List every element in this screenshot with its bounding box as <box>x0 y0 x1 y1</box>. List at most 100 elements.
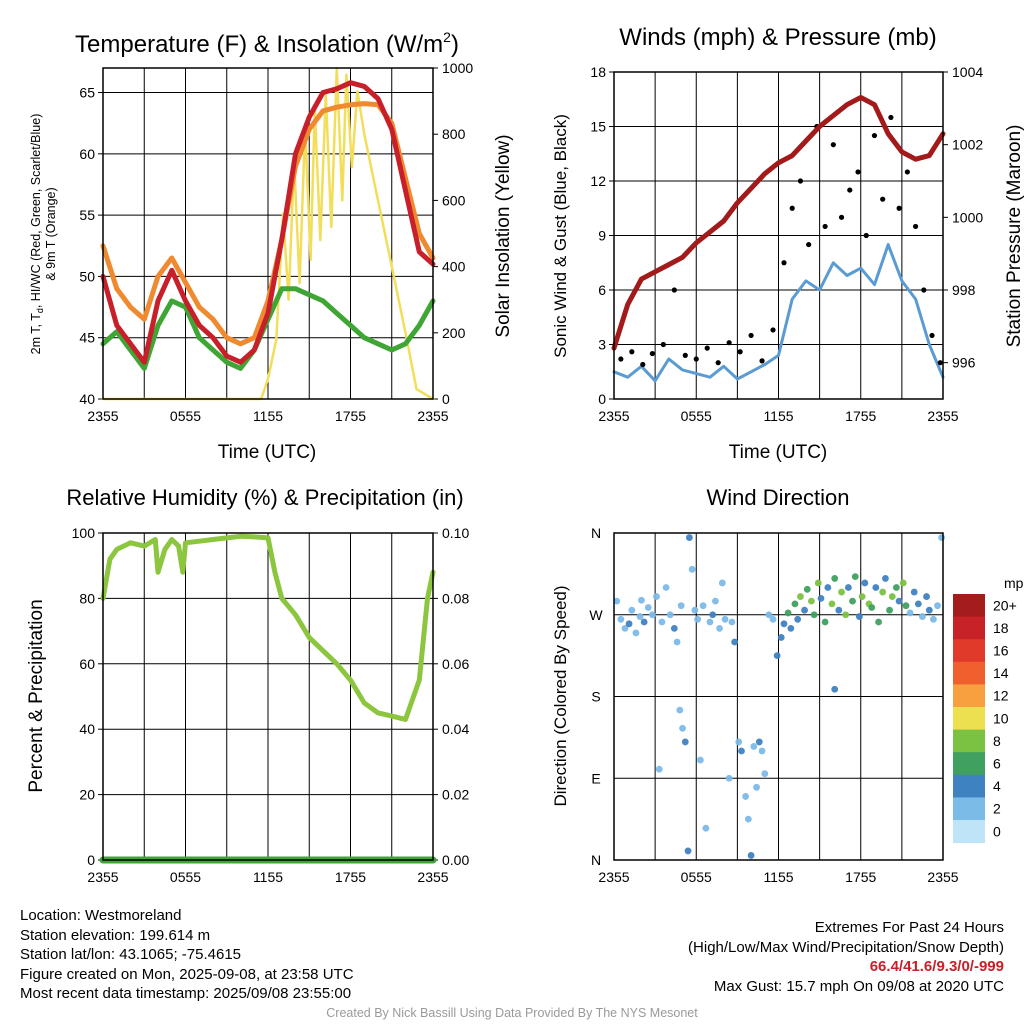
direction-point <box>655 765 663 773</box>
temperature-right-label: Solar Insolation (Yellow) <box>493 134 514 337</box>
legend-swatch <box>953 661 985 685</box>
x-tick-label: 2355 <box>598 408 629 424</box>
x-tick-label: 1755 <box>845 408 876 424</box>
legend-label: 16 <box>993 643 1009 659</box>
credit-text: Created By Nick Bassill Using Data Provi… <box>326 1006 698 1020</box>
created-text: Figure created on Mon, 2025-09-08, at 23… <box>20 965 354 983</box>
direction-point <box>644 604 652 611</box>
gust-point <box>838 214 845 220</box>
y2-tick-label: 1002 <box>952 137 983 153</box>
direction-tick-label: N <box>591 525 601 541</box>
direction-point <box>761 770 769 778</box>
direction-point <box>861 579 869 587</box>
direction-point <box>699 602 707 610</box>
gust-point <box>863 232 869 239</box>
humidity-plot: 2355 0555 1155 1755 23550204060801000.000.02… <box>72 525 470 885</box>
direction-point <box>628 606 636 614</box>
y-tick-label: 45 <box>79 330 95 346</box>
gust-point <box>871 132 878 139</box>
x-tick-label: 0555 <box>170 869 201 885</box>
direction-point <box>638 596 645 604</box>
legend-label: 4 <box>993 778 1001 794</box>
direction-point <box>613 597 621 605</box>
direction-point <box>755 738 763 746</box>
legend-swatch <box>953 684 985 708</box>
direction-point <box>849 597 856 605</box>
direction-point <box>742 793 749 800</box>
gust-point <box>880 196 886 202</box>
direction-point <box>753 783 760 791</box>
direction-point <box>784 609 792 617</box>
direction-point <box>709 611 717 619</box>
x-tick-label: 2355 <box>87 869 118 885</box>
gust-point <box>704 345 710 351</box>
y2-tick-label: 1000 <box>442 60 473 76</box>
direction-point <box>684 847 692 855</box>
elevation-text: Station elevation: 199.614 m <box>20 926 211 944</box>
legend-swatch <box>953 594 985 618</box>
gust-point <box>830 142 836 148</box>
direction-point <box>640 618 648 626</box>
direction-point <box>842 611 850 619</box>
direction-point <box>808 597 815 605</box>
extremes-box: Extremes For Past 24 Hours (High/Low/Max… <box>688 918 1004 996</box>
legend-swatch <box>953 616 985 640</box>
station-info: Location: Westmoreland Station elevation… <box>20 906 354 1004</box>
x-tick-label: 1155 <box>253 869 283 885</box>
direction-point <box>673 638 681 646</box>
y-tick-label: 20 <box>79 787 95 803</box>
direction-point <box>879 588 887 596</box>
legend-label: 2 <box>993 801 1001 817</box>
direction-point <box>930 615 937 623</box>
gust-point <box>660 341 666 348</box>
direction-point <box>731 638 739 646</box>
temperature-left-label-line2: & 9m T (Orange) <box>44 187 58 280</box>
direction-point <box>679 724 686 732</box>
direction-point <box>721 615 729 623</box>
y-tick-label: 100 <box>72 525 96 541</box>
y-tick-label: 3 <box>598 337 606 353</box>
y2-tick-label: 0.06 <box>442 656 469 672</box>
direction-tick-label: S <box>591 689 600 705</box>
y2-tick-label: 1004 <box>952 64 983 80</box>
direction-point <box>872 584 880 591</box>
humidity-panel: Relative Humidity (%) & Precipitation (i… <box>26 485 469 885</box>
direction-point <box>750 743 758 750</box>
direction-point <box>875 618 882 626</box>
legend-swatch <box>953 707 985 731</box>
direction-point <box>938 534 946 541</box>
direction-point <box>810 611 818 619</box>
gust-point <box>671 287 677 293</box>
gust-point <box>759 358 765 364</box>
direction-tick-label: N <box>591 852 601 868</box>
y-tick-label: 65 <box>79 85 95 101</box>
x-tick-label: 2355 <box>927 408 958 424</box>
y2-tick-label: 1000 <box>952 209 983 225</box>
y-tick-label: 6 <box>598 282 606 298</box>
direction-point <box>769 615 777 623</box>
gust-point <box>888 114 894 121</box>
direction-point <box>632 629 640 637</box>
y-tick-label: 60 <box>79 656 95 672</box>
legend-label: 14 <box>993 665 1009 681</box>
direction-point <box>648 611 656 619</box>
legend-swatch <box>953 797 985 821</box>
legend-label: 6 <box>993 756 1001 772</box>
gust-point <box>912 223 919 230</box>
direction-point <box>886 606 893 614</box>
gust-point <box>855 169 861 175</box>
direction-point <box>923 593 930 600</box>
direction-point <box>725 774 733 782</box>
y-tick-label: 0 <box>598 391 606 407</box>
temperature-panel: Temperature (F) & Insolation (W/m2) 2355… <box>29 29 514 463</box>
direction-point <box>817 595 825 602</box>
gust-point <box>770 327 776 333</box>
direction-point <box>934 602 941 610</box>
direction-point <box>696 756 704 764</box>
legend-label: 0 <box>993 823 1001 839</box>
y-tick-label: 60 <box>79 146 95 162</box>
legend-swatch <box>953 752 985 776</box>
y2-tick-label: 0 <box>442 391 450 407</box>
direction-point <box>919 613 926 620</box>
relative-humidity-line <box>100 533 436 722</box>
